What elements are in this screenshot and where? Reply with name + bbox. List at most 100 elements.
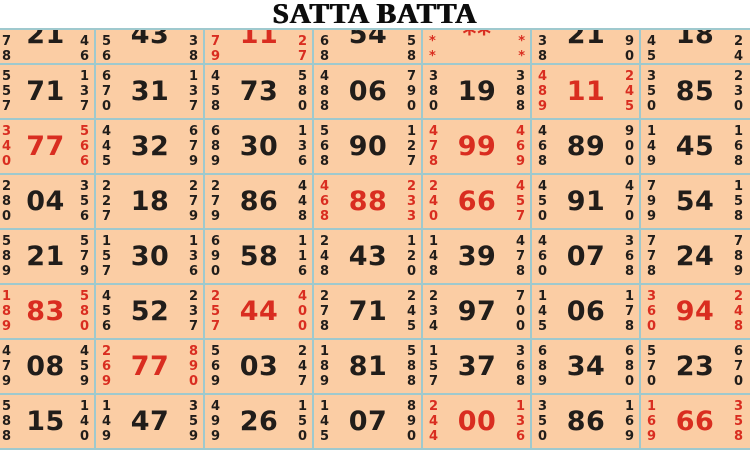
- jodi-number: 88: [348, 186, 388, 217]
- close-panel-digits: 2 7 9: [188, 179, 198, 224]
- result-row: 1 8 9 83 5 8 0 4 5 6 52 2 3 7 2 5 7 44 4 0 0 2 7 …: [0, 285, 750, 340]
- open-panel-digits: 4 5: [647, 34, 657, 63]
- result-cell: 5 8 9 21 5 7 9: [0, 230, 96, 283]
- jodi-number: 26: [239, 406, 279, 437]
- close-panel-digits: 6 7 0: [733, 344, 743, 389]
- result-cell: 6 7 0 31 1 3 7: [96, 65, 205, 118]
- jodi-number: 31: [130, 76, 170, 107]
- close-panel-digits: 1 7 8: [624, 289, 634, 334]
- result-cell: 6 8 54 5 8: [314, 30, 423, 63]
- jodi-number: 86: [566, 406, 606, 437]
- open-panel-digits: 5 6 9: [211, 344, 221, 389]
- result-cell: 4 9 9 26 1 5 0: [205, 395, 314, 448]
- open-panel-digits: 1 4 5: [538, 289, 548, 334]
- title-band: SATTA BATTA: [0, 0, 750, 29]
- close-panel-digits: 3 6 8: [624, 234, 634, 279]
- jodi-number: 99: [457, 131, 497, 162]
- open-panel-digits: 1 4 9: [102, 399, 112, 444]
- open-panel-digits: 2 7 8: [320, 289, 330, 334]
- jodi-number: 30: [239, 131, 279, 162]
- open-panel-digits: 6 7 0: [102, 69, 112, 114]
- close-panel-digits: 5 8 0: [297, 69, 307, 114]
- result-cell: 3 4 0 77 5 6 6: [0, 120, 96, 173]
- jodi-number: 94: [675, 296, 715, 327]
- jodi-number: 91: [566, 186, 606, 217]
- close-panel-digits: 1 3 6: [297, 124, 307, 169]
- close-panel-digits: 9 0: [624, 34, 634, 63]
- open-panel-digits: 3 5 0: [647, 69, 657, 114]
- open-panel-digits: 4 5 8: [211, 69, 221, 114]
- result-cell: 2 3 4 97 7 0 0: [423, 285, 532, 338]
- open-panel-digits: 4 4 5: [102, 124, 112, 169]
- result-cell: 1 4 8 39 4 7 8: [423, 230, 532, 283]
- close-panel-digits: 4 6: [79, 34, 89, 63]
- result-cell: 1 4 9 47 3 5 9: [96, 395, 205, 448]
- result-row: 2 8 0 04 3 5 6 2 2 7 18 2 7 9 2 7 9 86 4 4 8 4 6 …: [0, 175, 750, 230]
- result-cell: 1 6 9 66 3 5 8: [641, 395, 750, 448]
- jodi-number: 81: [348, 351, 388, 382]
- open-panel-digits: 5 6: [102, 34, 112, 63]
- jodi-number: 32: [130, 131, 170, 162]
- open-panel-digits: 1 4 8: [429, 234, 439, 279]
- close-panel-digits: 8 9 0: [188, 344, 198, 389]
- close-panel-digits: 3 5 6: [79, 179, 89, 224]
- close-panel-digits: 5 8: [406, 34, 416, 63]
- open-panel-digits: 2 5 7: [211, 289, 221, 334]
- open-panel-digits: 7 9: [211, 34, 221, 63]
- result-cell: 4 5 0 91 4 7 0: [532, 175, 641, 228]
- result-cell: 3 8 21 9 0: [532, 30, 641, 63]
- result-cell: 4 4 5 32 6 7 9: [96, 120, 205, 173]
- open-panel-digits: 4 6 8: [320, 179, 330, 224]
- open-panel-digits: 1 5 7: [102, 234, 112, 279]
- result-cell: 1 8 9 81 5 8 8: [314, 340, 423, 393]
- open-panel-digits: 1 8 9: [320, 344, 330, 389]
- close-panel-digits: 8 9 0: [406, 399, 416, 444]
- jodi-number: 08: [26, 351, 65, 382]
- result-cell: 6 9 0 58 1 1 6: [205, 230, 314, 283]
- jodi-number: 77: [26, 131, 65, 162]
- result-cell: 4 7 8 99 4 6 9: [423, 120, 532, 173]
- open-panel-digits: 5 7 0: [647, 344, 657, 389]
- close-panel-digits: 4 7 0: [624, 179, 634, 224]
- close-panel-digits: 1 4 0: [79, 399, 89, 444]
- close-panel-digits: 2 4 5: [406, 289, 416, 334]
- jodi-number: 77: [130, 351, 170, 382]
- result-row: 5 8 9 21 5 7 9 1 5 7 30 1 3 6 6 9 0 58 1 1 6 2 4 …: [0, 230, 750, 285]
- open-panel-digits: 4 5 6: [102, 289, 112, 334]
- open-panel-digits: 7 9 9: [647, 179, 657, 224]
- close-panel-digits: 1 5 8: [733, 179, 743, 224]
- close-panel-digits: 1 1 6: [297, 234, 307, 279]
- jodi-number: 66: [457, 186, 497, 217]
- open-panel-digits: 2 4 8: [320, 234, 330, 279]
- open-panel-digits: 4 5 0: [538, 179, 548, 224]
- jodi-number: 45: [675, 131, 715, 162]
- open-panel-digits: 5 8 9: [2, 234, 12, 279]
- open-panel-digits: 2 4 0: [429, 179, 439, 224]
- result-cell: 4 6 8 88 2 3 3: [314, 175, 423, 228]
- close-panel-digits: 1 3 6: [515, 399, 525, 444]
- jodi-number: 54: [348, 30, 388, 50]
- open-panel-digits: 6 8 9: [538, 344, 548, 389]
- result-cell: 1 5 7 37 3 6 8: [423, 340, 532, 393]
- result-cell: 5 6 43 3 8: [96, 30, 205, 63]
- jodi-number: 24: [675, 241, 715, 272]
- jodi-number: 89: [566, 131, 606, 162]
- close-panel-digits: 4 6 9: [515, 124, 525, 169]
- result-cell: 4 6 0 07 3 6 8: [532, 230, 641, 283]
- close-panel-digits: 3 5 8: [733, 399, 743, 444]
- close-panel-digits: 3 5 9: [188, 399, 198, 444]
- result-cell: 4 5 6 52 2 3 7: [96, 285, 205, 338]
- close-panel-digits: 2 4 7: [297, 344, 307, 389]
- open-panel-digits: 1 5 7: [429, 344, 439, 389]
- open-panel-digits: 4 6 8: [538, 124, 548, 169]
- jodi-number: 66: [675, 406, 715, 437]
- open-panel-digits: 2 6 9: [102, 344, 112, 389]
- close-panel-digits: 5 6 6: [79, 124, 89, 169]
- close-panel-digits: 3 8: [188, 34, 198, 63]
- result-cell: 7 9 9 54 1 5 8: [641, 175, 750, 228]
- open-panel-digits: 4 8 8: [320, 69, 330, 114]
- jodi-number: 52: [130, 296, 170, 327]
- result-cell: 2 7 8 71 2 4 5: [314, 285, 423, 338]
- close-panel-digits: * *: [518, 34, 525, 63]
- result-cell: * * ** * *: [423, 30, 532, 63]
